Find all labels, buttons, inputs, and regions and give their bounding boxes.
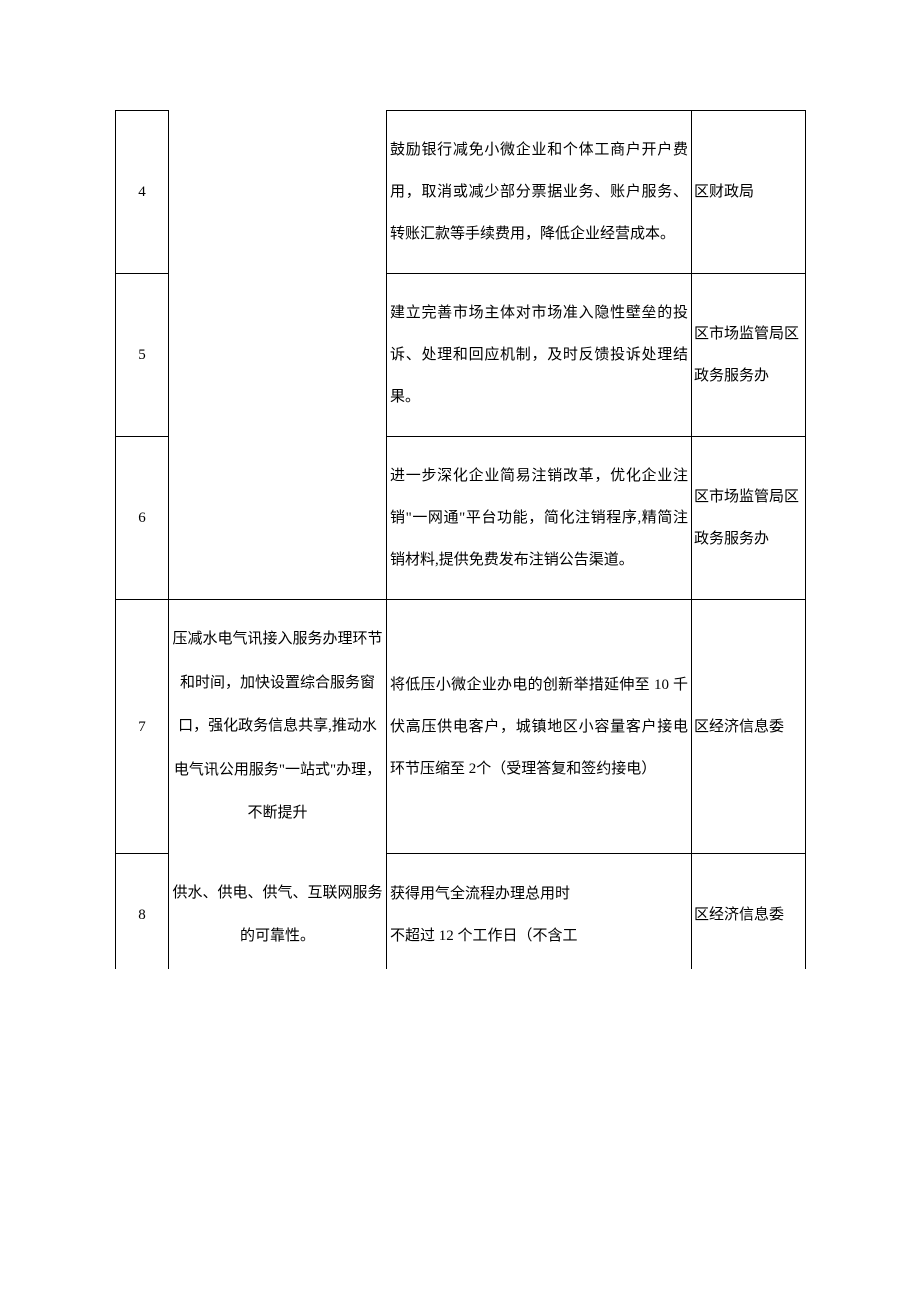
- table-row: 7 压减水电气讯接入服务办理环节和时间，加快设置综合服务窗口，强化政务信息共享,…: [116, 600, 806, 854]
- row-number: 5: [116, 274, 169, 437]
- row-topic: 压减水电气讯接入服务办理环节和时间，加快设置综合服务窗口，强化政务信息共享,推动…: [169, 600, 387, 854]
- table-row: 6 进一步深化企业简易注销改革，优化企业注销"一网通"平台功能，简化注销程序,精…: [116, 437, 806, 600]
- row-number: 8: [116, 854, 169, 969]
- row-number: 6: [116, 437, 169, 600]
- row-department: 区财政局: [692, 111, 806, 274]
- table-row: 8 供水、供电、供气、互联网服务的可靠性。 获得用气全流程办理总用时 不超过 1…: [116, 854, 806, 969]
- row-description: 将低压小微企业办电的创新举措延伸至 10 千伏高压供电客户，城镇地区小容量客户接…: [387, 600, 692, 854]
- row-description: 建立完善市场主体对市场准入隐性壁垒的投诉、处理和回应机制，及时反馈投诉处理结果。: [387, 274, 692, 437]
- row-topic: 供水、供电、供气、互联网服务的可靠性。: [169, 854, 387, 969]
- row-topic: [169, 437, 387, 600]
- policy-table: 4 鼓励银行减免小微企业和个体工商户开户费用，取消或减少部分票据业务、账户服务、…: [115, 110, 806, 969]
- row-department: 区经济信息委: [692, 600, 806, 854]
- row-topic: [169, 111, 387, 274]
- row-department: 区经济信息委: [692, 854, 806, 969]
- row-description: 获得用气全流程办理总用时 不超过 12 个工作日（不含工: [387, 854, 692, 969]
- row-topic: [169, 274, 387, 437]
- table-row: 5 建立完善市场主体对市场准入隐性壁垒的投诉、处理和回应机制，及时反馈投诉处理结…: [116, 274, 806, 437]
- row-number: 4: [116, 111, 169, 274]
- row-number: 7: [116, 600, 169, 854]
- row-description: 鼓励银行减免小微企业和个体工商户开户费用，取消或减少部分票据业务、账户服务、转账…: [387, 111, 692, 274]
- table-row: 4 鼓励银行减免小微企业和个体工商户开户费用，取消或减少部分票据业务、账户服务、…: [116, 111, 806, 274]
- row-department: 区市场监管局区政务服务办: [692, 274, 806, 437]
- row-department: 区市场监管局区政务服务办: [692, 437, 806, 600]
- row-description: 进一步深化企业简易注销改革，优化企业注销"一网通"平台功能，简化注销程序,精简注…: [387, 437, 692, 600]
